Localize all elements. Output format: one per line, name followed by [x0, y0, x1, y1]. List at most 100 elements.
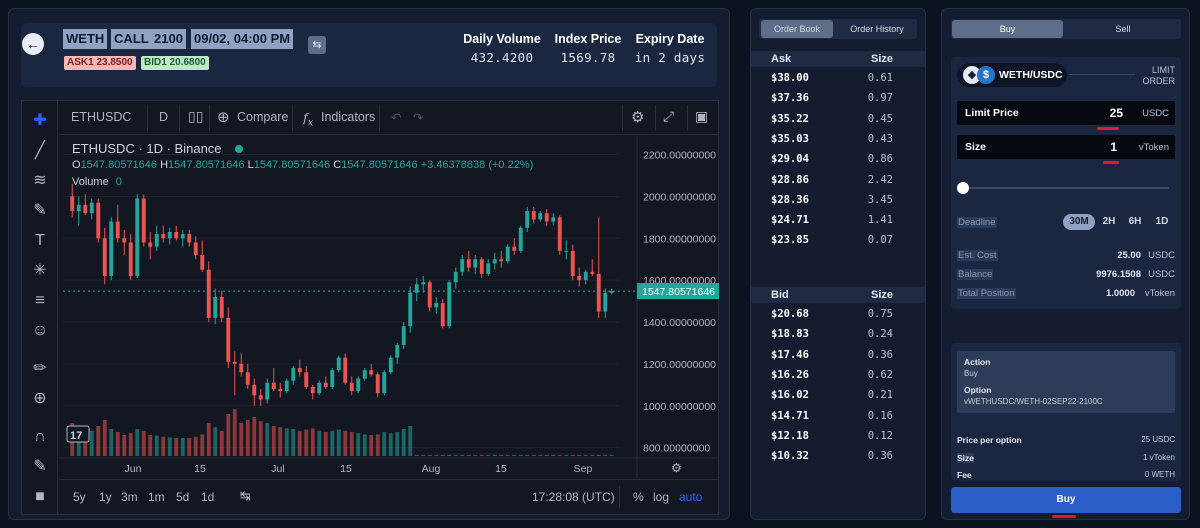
last-price-badge [637, 283, 719, 300]
ask-row[interactable]: $35.03 0.43 [751, 133, 925, 153]
order-type-label: LIMIT ORDER [1142, 65, 1175, 87]
bid-row[interactable]: $16.02 0.21 [751, 389, 925, 409]
ask-row[interactable]: $35.22 0.45 [751, 113, 925, 133]
candle-body [531, 211, 536, 220]
redo-icon[interactable]: ↷ [413, 111, 424, 125]
fib-icon[interactable]: ≋ [33, 172, 47, 189]
range-3m[interactable]: 3m [121, 490, 138, 504]
pair-label: WETH/USDC [999, 69, 1063, 81]
pattern-icon[interactable]: ✳ [33, 262, 47, 279]
measure-icon[interactable]: ≡ [35, 292, 45, 309]
bid-price: $12.18 [771, 429, 809, 442]
time-tick-label: 15 [495, 463, 507, 475]
volume-bar [174, 438, 179, 456]
stat-label: Index Price [554, 32, 622, 46]
bid-row[interactable]: $12.18 0.12 [751, 430, 925, 450]
crosshair-icon[interactable]: ✚ [33, 112, 47, 129]
bid-row[interactable]: $16.26 0.62 [751, 369, 925, 389]
size-unit: vToken [1138, 142, 1169, 153]
deadline-1d[interactable]: 1D [1155, 216, 1169, 227]
bid-row[interactable]: $18.83 0.24 [751, 328, 925, 348]
ask-header: Ask Size [751, 51, 925, 67]
tab-order-history[interactable]: Order History [850, 24, 904, 34]
candle-body [414, 284, 419, 293]
volume-bar [492, 454, 497, 456]
bid-tag: BID1 20.6800 [141, 56, 209, 70]
settings-gear-icon[interactable]: ⚙ [631, 109, 645, 126]
deadline-30m[interactable]: 30M [1063, 214, 1095, 230]
ask-row[interactable]: $28.86 2.42 [751, 174, 925, 194]
ask-row[interactable]: $38.00 0.61 [751, 72, 925, 92]
zoom-icon[interactable]: ⊕ [33, 390, 47, 407]
compare-button[interactable]: Compare [237, 110, 289, 124]
tab-buy[interactable]: Buy [952, 20, 1063, 38]
text-tool-icon[interactable]: T [35, 232, 45, 249]
range-1d[interactable]: 1d [201, 490, 215, 504]
deadline-2h[interactable]: 2H [1102, 216, 1116, 227]
candle-body [128, 242, 133, 276]
size-input[interactable]: 1 [1110, 140, 1117, 154]
candle-body [291, 368, 296, 381]
limit-price-input[interactable]: 25 [1109, 106, 1123, 120]
trendline-icon[interactable]: ╱ [35, 142, 45, 159]
brush-icon[interactable]: ✎ [33, 202, 47, 219]
size-field[interactable]: Size 1 vToken [957, 135, 1175, 159]
symbol-search-button[interactable]: ETHUSDC [71, 110, 132, 124]
buy-submit-button[interactable]: Buy [951, 487, 1181, 513]
order-type-line-1: LIMIT [1151, 65, 1175, 75]
interval-button[interactable]: D [159, 110, 169, 124]
limit-price-field[interactable]: Limit Price 25 USDC [957, 101, 1175, 125]
volume-bar [135, 429, 140, 456]
pair-selector[interactable]: ◆ $ WETH/USDC [957, 63, 1067, 87]
ask-price: $23.85 [771, 234, 809, 247]
ask-row[interactable]: $23.85 0.07 [751, 234, 925, 254]
est-cost-value: 25.00 [1117, 250, 1141, 261]
compare-plus-icon[interactable]: ⊕ [217, 109, 230, 126]
range-5y[interactable]: 5y [73, 490, 86, 504]
back-button[interactable]: ← [22, 33, 44, 55]
size-slider-handle[interactable] [957, 182, 969, 194]
ask-row[interactable]: $24.71 1.41 [751, 214, 925, 234]
candle-body [297, 368, 302, 373]
tab-sell[interactable]: Sell [1115, 24, 1131, 34]
range-1m[interactable]: 1m [148, 490, 165, 504]
auto-toggle[interactable]: auto [679, 490, 703, 504]
emoji-icon[interactable]: ☺ [31, 322, 49, 339]
ask-row[interactable]: $37.36 0.97 [751, 92, 925, 112]
volume-legend: Volume 0 [72, 176, 122, 188]
lock-icon[interactable]: ■ [35, 488, 45, 505]
candle-style-icon[interactable]: ▯▯ [188, 108, 204, 124]
candle-body [590, 271, 595, 274]
bid-row[interactable]: $10.32 0.36 [751, 450, 925, 470]
annotation-mark [1097, 127, 1119, 130]
magnet-icon[interactable]: ∩ [34, 428, 46, 445]
percent-toggle[interactable]: % [633, 490, 644, 504]
bid-row[interactable]: $17.46 0.36 [751, 349, 925, 369]
est-cost-label: Est. Cost [957, 250, 998, 261]
range-5d[interactable]: 5d [176, 490, 190, 504]
order-type-line-2: ORDER [1142, 76, 1175, 86]
ask-row[interactable]: $28.36 3.45 [751, 194, 925, 214]
tab-order-book[interactable]: Order Book [761, 20, 833, 38]
goto-date-icon[interactable]: ↹ [240, 488, 251, 503]
size-slider-track[interactable] [963, 187, 1169, 189]
camera-icon[interactable]: ▣ [695, 108, 709, 124]
indicators-button[interactable]: Indicators [321, 110, 376, 124]
swap-button[interactable]: ⇆ [308, 36, 326, 54]
ask-size: 3.45 [867, 193, 893, 206]
candlestick-chart[interactable]: 2200.00000000 2000.00000000 1800.00000000 1… [59, 136, 719, 478]
fx-icon[interactable]: fx [303, 110, 314, 129]
price-tick-label: 2000.00000000 [643, 191, 716, 203]
ask-row[interactable]: $29.04 0.86 [751, 153, 925, 173]
undo-icon[interactable]: ↶ [391, 111, 402, 125]
fullscreen-icon[interactable]: ⤢ [663, 108, 675, 124]
log-toggle[interactable]: log [653, 490, 670, 504]
volume-bar [161, 436, 166, 456]
deadline-6h[interactable]: 6H [1128, 216, 1142, 227]
range-1y[interactable]: 1y [99, 490, 112, 504]
candle-body [96, 202, 101, 239]
bid-row[interactable]: $14.71 0.16 [751, 410, 925, 430]
lock-drawing-icon[interactable]: ✎ [33, 458, 47, 475]
ruler-icon[interactable]: ✏ [33, 360, 47, 377]
bid-row[interactable]: $20.68 0.75 [751, 308, 925, 328]
